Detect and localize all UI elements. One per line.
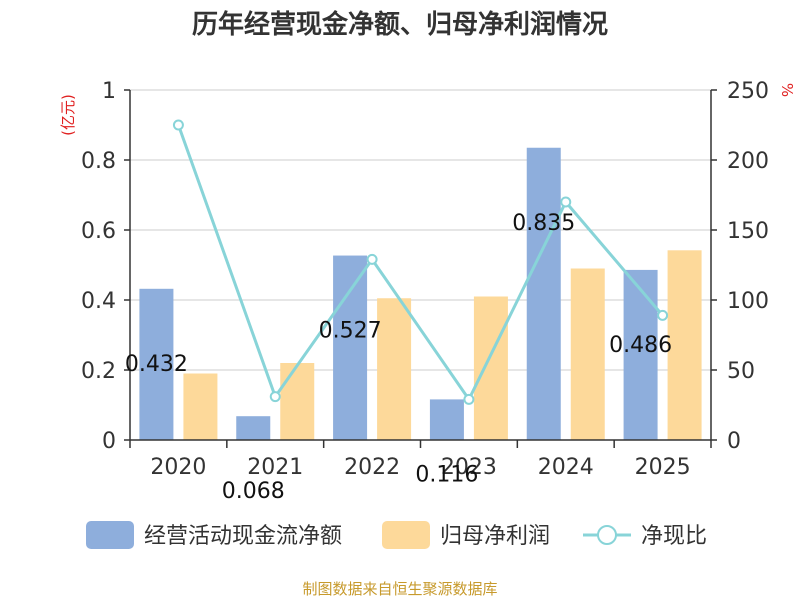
left-axis-unit: (亿元) [59, 94, 77, 136]
right-axis-tick-label: 150 [727, 219, 769, 244]
data-label-group: 0.432 0.068 0.527 0.116 0.835 0.486 [125, 211, 672, 504]
cash-flow-data-label: 0.068 [222, 479, 285, 504]
cash-flow-bar [623, 269, 658, 440]
legend-swatch [382, 521, 430, 549]
ratio-point [560, 196, 572, 208]
cash-flow-bar [526, 147, 561, 440]
net-profit-bar [377, 298, 412, 440]
legend[interactable]: 经营活动现金流净额 归母净利润 净现比 [86, 521, 707, 549]
source-note: 制图数据来自恒生聚源数据库 [302, 580, 498, 598]
ratio-line [177, 124, 664, 403]
cash-flow-bar [139, 288, 174, 440]
left-axis-tick-label: 0.4 [81, 289, 116, 314]
ratio-line-group [172, 119, 669, 405]
legend-item-cash-flow[interactable]: 经营活动现金流净额 [86, 521, 342, 549]
x-axis-tick-label: 2024 [538, 455, 594, 480]
right-axis-tick-label: 250 [727, 79, 769, 104]
cash-flow-bar [429, 399, 464, 440]
x-axis-tick-label: 2021 [247, 455, 303, 480]
right-axis-tick-label: 0 [727, 429, 741, 454]
left-axis-tick-label: 0.6 [81, 219, 116, 244]
legend-label: 经营活动现金流净额 [144, 524, 342, 549]
cash-flow-bar [333, 255, 368, 440]
left-axis-tick-label: 0.8 [81, 149, 116, 174]
legend-item-ratio[interactable]: 净现比 [583, 524, 707, 549]
legend-label: 净现比 [641, 524, 707, 549]
net-profit-bar [473, 296, 508, 440]
cash-flow-bar [236, 416, 271, 440]
x-axis-tick-label: 2025 [635, 455, 691, 480]
left-axis-tick-label: 1 [102, 79, 116, 104]
cash-flow-data-label: 0.116 [415, 462, 478, 487]
legend-label: 归母净利润 [440, 524, 550, 549]
grid-lines [130, 89, 711, 371]
right-axis-unit: % [778, 83, 796, 97]
ratio-point [657, 309, 669, 321]
cash-flow-data-label: 0.486 [609, 333, 672, 358]
right-axis-tick-label: 200 [727, 149, 769, 174]
legend-swatch [86, 521, 134, 549]
ratio-point [463, 393, 475, 405]
right-axis-tick-label: 50 [727, 359, 755, 384]
ratio-point [269, 391, 281, 403]
ratio-point [366, 253, 378, 265]
net-profit-bar [183, 373, 218, 440]
cash-flow-data-label: 0.432 [125, 352, 188, 377]
cash-flow-data-label: 0.527 [319, 319, 382, 344]
x-axis-tick-label: 2020 [150, 455, 206, 480]
cash-flow-data-label: 0.835 [512, 211, 575, 236]
x-axis-tick-label: 2022 [344, 455, 400, 480]
legend-marker [597, 525, 617, 545]
net-profit-bar [570, 268, 605, 440]
right-axis-tick-label: 100 [727, 289, 769, 314]
ratio-point [172, 119, 184, 131]
bar-group [139, 147, 702, 440]
x-axis-tick-label: 2023 [441, 455, 497, 480]
axes: 0 0.2 0.4 0.6 0.8 1 0 50 100 150 200 250 (亿元)% 2020 20… [59, 79, 796, 480]
chart-title: 历年经营现金净额、归母净利润情况 [191, 10, 608, 40]
net-profit-bar [667, 250, 702, 440]
net-profit-bar [280, 363, 315, 440]
left-axis-tick-label: 0.2 [81, 359, 116, 384]
left-axis-tick-label: 0 [102, 429, 116, 454]
legend-item-net-profit[interactable]: 归母净利润 [382, 521, 550, 549]
